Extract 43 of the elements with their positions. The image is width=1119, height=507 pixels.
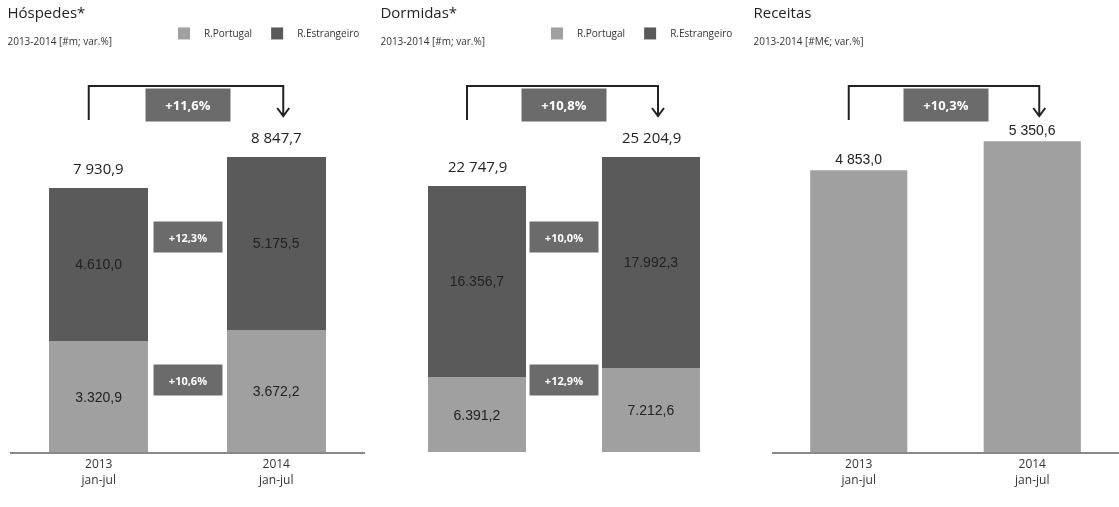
x-tick-label: 2013 jan-jul xyxy=(840,454,876,488)
data-label: 17.992,3 xyxy=(623,254,679,271)
chart-title: Hóspedes* xyxy=(7,2,86,23)
annotation: +12,3% xyxy=(168,229,208,245)
annotation: +10,6% xyxy=(168,372,208,388)
chart-subtitle: 2013-2014 [#m; var.%] xyxy=(7,34,113,49)
annotation: +10,0% xyxy=(544,229,584,245)
text: +11,6% xyxy=(165,96,211,114)
legend-label: R.Portugal xyxy=(577,26,626,41)
data-label: 7.212,6 xyxy=(627,401,675,418)
data-label: 5 350,6 xyxy=(1008,122,1056,139)
x-tick-label: 2014 jan-jul xyxy=(1014,454,1050,488)
data-label: 4 853,0 xyxy=(835,151,883,168)
bar xyxy=(49,341,149,452)
bar xyxy=(49,187,149,342)
data-label: 3.320,9 xyxy=(75,388,123,405)
x-tick-label: 2014 jan-jul xyxy=(258,454,294,488)
total-label: 8 847,7 xyxy=(251,127,302,147)
total-label: 25 204,9 xyxy=(622,127,682,147)
x-tick-label: 2013 jan-jul xyxy=(80,454,116,488)
chart-subtitle: 2013-2014 [#m; var.%] xyxy=(380,34,486,49)
data-label: 4.610,0 xyxy=(75,256,123,273)
chart-subtitle: 2013-2014 [#M€; var.%] xyxy=(753,34,864,49)
text: +10,8% xyxy=(541,96,587,114)
legend-label: R.Portugal xyxy=(204,26,253,41)
bar xyxy=(428,185,526,378)
data-label: 3.672,2 xyxy=(252,382,300,399)
bar xyxy=(428,377,526,452)
data-label: 6.391,2 xyxy=(453,406,501,423)
data-label: 5.175,5 xyxy=(252,235,300,252)
bar xyxy=(226,157,326,330)
chart-title: Receitas xyxy=(753,2,812,23)
bar xyxy=(602,157,700,368)
bar xyxy=(602,367,700,452)
data-label: 16.356,7 xyxy=(449,273,505,290)
bar xyxy=(226,329,326,452)
total-label: 22 747,9 xyxy=(448,156,508,176)
text: +10,3% xyxy=(923,96,969,114)
annotation: +12,9% xyxy=(544,372,584,388)
legend-label: R.Estrangeiro xyxy=(297,26,360,41)
legend-label: R.Estrangeiro xyxy=(670,26,733,41)
total-label: 7 930,9 xyxy=(73,158,124,178)
chart-title: Dormidas* xyxy=(380,2,458,23)
